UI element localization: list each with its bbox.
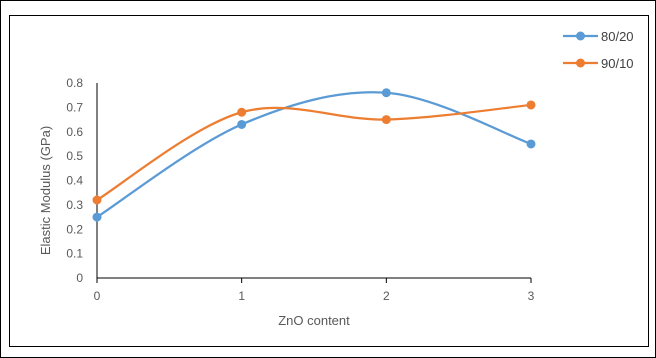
x-axis-title: ZnO content bbox=[278, 313, 350, 328]
axes bbox=[96, 83, 531, 279]
x-tick-label: 0 bbox=[94, 289, 101, 303]
y-tick-label: 0.7 bbox=[66, 100, 83, 114]
data-point bbox=[92, 195, 102, 205]
data-point bbox=[237, 107, 247, 117]
data-point bbox=[237, 119, 247, 129]
x-tick-label: 1 bbox=[238, 289, 245, 303]
y-tick-label: 0.8 bbox=[66, 76, 83, 90]
x-tick-label: 3 bbox=[528, 289, 535, 303]
y-tick-label: 0.6 bbox=[66, 125, 83, 139]
y-tick-label: 0.5 bbox=[66, 149, 83, 163]
data-point bbox=[526, 139, 536, 149]
series-line bbox=[95, 91, 533, 219]
series-line bbox=[95, 103, 533, 202]
legend-label: 80/20 bbox=[601, 29, 634, 44]
legend-marker bbox=[576, 31, 585, 41]
y-tick-label: 0 bbox=[76, 271, 83, 285]
legend-item: 90/10 bbox=[563, 56, 634, 71]
y-tick-label: 0.3 bbox=[66, 198, 83, 212]
data-point bbox=[381, 88, 391, 98]
legend-item: 80/20 bbox=[563, 29, 634, 44]
y-tick-label: 0.2 bbox=[66, 222, 83, 236]
series-2 bbox=[92, 100, 536, 205]
legend-marker bbox=[576, 58, 585, 68]
x-tick-labels: 0 1 2 3 bbox=[94, 278, 535, 303]
y-tick-label: 0.4 bbox=[66, 174, 83, 188]
chart-inner-border bbox=[9, 15, 649, 347]
legend-label: 90/10 bbox=[601, 56, 634, 71]
series-group bbox=[92, 88, 536, 222]
data-point bbox=[92, 212, 102, 222]
data-point bbox=[381, 115, 391, 125]
y-axis-title: Elastic Modulus (GPa) bbox=[38, 126, 53, 255]
x-tick-label: 2 bbox=[383, 289, 390, 303]
y-tick-label: 0.1 bbox=[66, 247, 83, 261]
data-point bbox=[526, 100, 536, 110]
y-tick-labels: 0 0.1 0.2 0.3 0.4 0.5 0.6 0.7 0.8 bbox=[66, 76, 83, 285]
series-1 bbox=[92, 88, 536, 222]
legend: 80/20 90/10 bbox=[563, 29, 634, 71]
